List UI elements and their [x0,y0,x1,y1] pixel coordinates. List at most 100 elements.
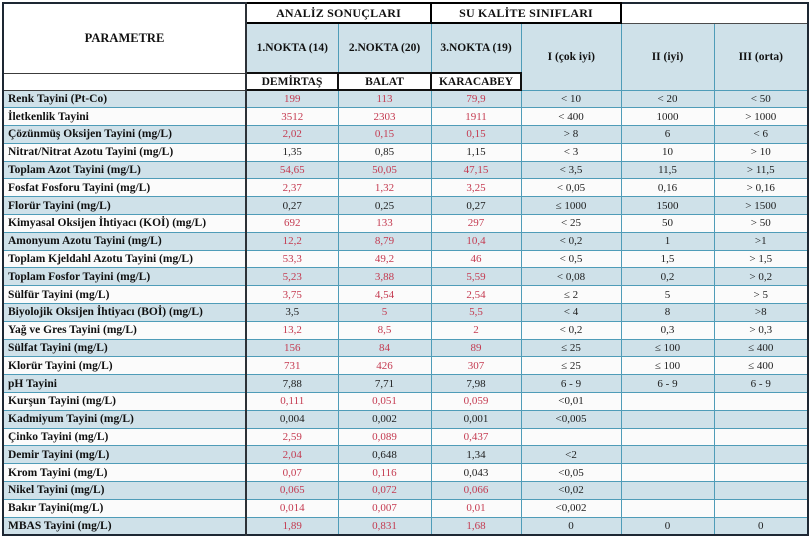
table-row: Klorür Tayini (mg/L) 731 426 307 ≤ 25 ≤ 100 ≤ … [2,356,809,376]
table-row: Toplam Azot Tayini (mg/L) 54,65 50,05 47,15… [2,160,809,180]
class-limit-cell: < 50 [713,89,809,109]
header-class-3: III (orta) [713,22,809,91]
parameter-cell: Sülfat Tayini (mg/L) [2,338,247,358]
class-limit-cell: > 11,5 [713,160,809,180]
value-cell: 13,2 [245,320,339,340]
value-cell: 0,831 [337,516,432,536]
class-limit-cell: < 6 [713,125,809,144]
value-cell: 79,9 [430,89,522,109]
value-cell: 0,07 [245,463,339,483]
value-cell: 0,15 [430,125,522,144]
parameter-cell: Toplam Fosfor Tayini (mg/L) [2,267,247,287]
value-cell: 426 [337,356,432,376]
header-station-demirtas: DEMİRTAŞ [245,72,339,91]
value-cell: 54,65 [245,160,339,180]
class-limit-cell: < 3 [520,142,622,162]
table-row: Kimyasal Oksijen İhtiyacı (KOİ) (mg/L) 69… [2,214,809,233]
table-header: PARAMETRE ANALİZ SONUÇLARI SU KALİTE SIN… [2,2,809,91]
class-limit-cell [713,409,809,429]
parameter-cell: Kurşun Tayini (mg/L) [2,392,247,411]
class-limit-cell: > 1000 [713,107,809,127]
parameter-cell: Toplam Azot Tayini (mg/L) [2,160,247,180]
value-cell: 0,01 [430,498,522,518]
class-limit-cell: < 10 [520,89,622,109]
value-cell: 0,065 [245,481,339,500]
class-limit-cell: > 0,2 [713,267,809,287]
value-cell: 2,54 [430,285,522,305]
value-cell: 0,437 [430,427,522,447]
value-cell: 113 [337,89,432,109]
class-limit-cell: ≤ 400 [713,338,809,358]
class-limit-cell [620,409,715,429]
value-cell: 0,014 [245,498,339,518]
class-limit-cell [713,427,809,447]
value-cell: 46 [430,249,522,269]
parameter-cell: Klorür Tayini (mg/L) [2,356,247,376]
class-limit-cell: < 0,2 [520,320,622,340]
class-limit-cell: ≤ 100 [620,356,715,376]
class-limit-cell: 8 [620,303,715,322]
value-cell: 2303 [337,107,432,127]
value-cell: 1,15 [430,142,522,162]
table-row: Demir Tayini (mg/L) 2,04 0,648 1,34 <2 [2,445,809,465]
value-cell: 731 [245,356,339,376]
header-station-karacabey: KARACABEY [430,72,523,91]
value-cell: 0,002 [337,409,432,429]
table-row: Renk Tayini (Pt-Co) 199 113 79,9 < 10 < 20 < 5… [2,89,809,109]
table-row: Nitrat/Nitrat Azotu Tayini (mg/L) 1,35 0,8… [2,142,809,162]
class-limit-cell: < 0,2 [520,231,622,251]
table-row: Krom Tayini (mg/L) 0,07 0,116 0,043 <0,05 [2,463,809,483]
value-cell: 297 [430,214,522,233]
class-limit-cell: > 0,16 [713,178,809,198]
class-limit-cell: 50 [620,214,715,233]
class-limit-cell: 0,16 [620,178,715,198]
table-row: Yağ ve Gres Tayini (mg/L) 13,2 8,5 2 < 0,2 0,… [2,320,809,340]
table-row: Nikel Tayini (mg/L) 0,065 0,072 0,066 <0,02 [2,481,809,500]
parameter-cell: Biyolojik Oksijen İhtiyacı (BOİ) (mg/L) [2,303,247,322]
table-row: Çinko Tayini (mg/L) 2,59 0,089 0,437 [2,427,809,447]
header-empty-left [2,72,247,91]
table-row: Kadmiyum Tayini (mg/L) 0,004 0,002 0,001 <0,… [2,409,809,429]
table-row: Toplam Kjeldahl Azotu Tayini (mg/L) 53,3 4… [2,249,809,269]
table-row: Sülfür Tayini (mg/L) 3,75 4,54 2,54 ≤ 2 5 > 5 [2,285,809,305]
class-limit-cell: > 5 [713,285,809,305]
value-cell: 4,54 [337,285,432,305]
value-cell: 2 [430,320,522,340]
value-cell: 12,2 [245,231,339,251]
table-row: İletkenlik Tayini 3512 2303 1911 < 400 1000 > … [2,107,809,127]
value-cell: 1,34 [430,445,522,465]
table-row: Fosfat Fosforu Tayini (mg/L) 2,37 1,32 3,25… [2,178,809,198]
table-row: Sülfat Tayini (mg/L) 156 84 89 ≤ 25 ≤ 100 ≤ 40… [2,338,809,358]
header-nokta-2: 2.NOKTA (20) [337,22,432,74]
header-nokta-1: 1.NOKTA (14) [245,22,339,74]
value-cell: 0,111 [245,392,339,411]
value-cell: 7,88 [245,374,339,394]
header-empty-top [620,2,809,24]
class-limit-cell: <0,01 [520,392,622,411]
value-cell: 7,98 [430,374,522,394]
class-limit-cell [620,498,715,518]
table-row: Bakır Tayini(mg/L) 0,014 0,007 0,01 <0,002 [2,498,809,518]
class-limit-cell: <0,02 [520,481,622,500]
class-limit-cell: >8 [713,303,809,322]
value-cell: 2,04 [245,445,339,465]
value-cell: 1911 [430,107,522,127]
value-cell: 49,2 [337,249,432,269]
value-cell: 199 [245,89,339,109]
class-limit-cell: < 0,05 [520,178,622,198]
class-limit-cell: <2 [520,445,622,465]
parameter-cell: Bakır Tayini(mg/L) [2,498,247,518]
class-limit-cell [713,463,809,483]
value-cell: 0,004 [245,409,339,429]
parameter-cell: Krom Tayini (mg/L) [2,463,247,483]
value-cell: 8,79 [337,231,432,251]
class-limit-cell: > 8 [520,125,622,144]
table-row: MBAS Tayini (mg/L) 1,89 0,831 1,68 0 0 0 [2,516,809,536]
parameter-cell: Renk Tayini (Pt-Co) [2,89,247,109]
class-limit-cell [620,445,715,465]
class-limit-cell: ≤ 100 [620,338,715,358]
value-cell: 7,71 [337,374,432,394]
class-limit-cell: < 20 [620,89,715,109]
